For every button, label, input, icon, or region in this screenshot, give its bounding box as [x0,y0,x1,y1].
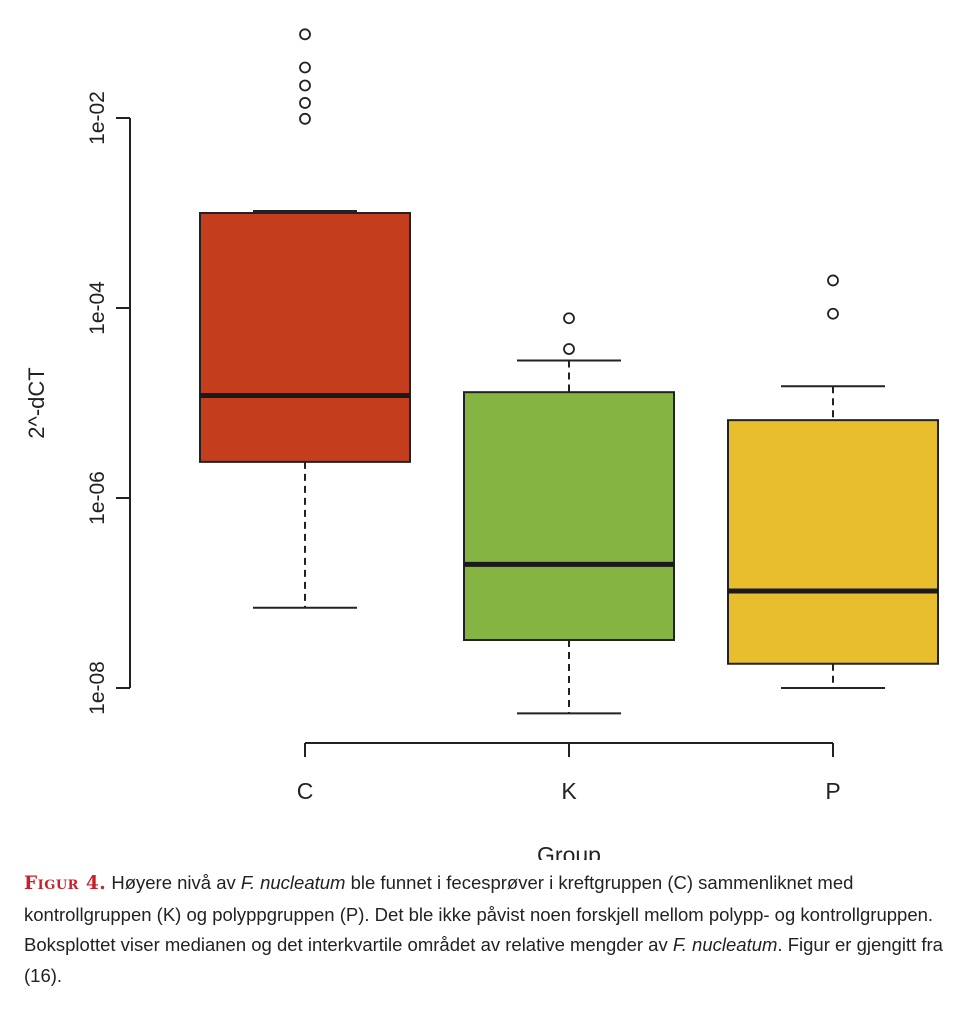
outlier-point-C [299,79,311,92]
outlier-point-P [827,274,839,287]
y-tick-label: 1e-04 [86,281,109,335]
boxplot-chart: 1e-02 1e-04 1e-06 1e-08 2^-dCT C K P Group [24,28,939,860]
x-tick-label: K [561,778,577,804]
outlier-point-C [299,61,311,74]
outlier-point-C [299,28,311,41]
outlier-point-C [299,97,311,109]
figure-caption: Figur 4. Høyere nivå av F. nucleatum ble… [24,872,943,986]
y-tick-label: 1e-08 [86,661,109,715]
outlier-point-P [827,307,839,320]
outlier-point-K [563,343,575,355]
y-tick-label: 1e-06 [86,471,109,525]
y-tick-label: 1e-02 [86,91,109,145]
x-axis-label: Group [537,842,601,860]
box-P [727,419,939,665]
x-tick-label: C [297,778,314,804]
y-axis-label: 2^-dCT [24,367,49,438]
caption-label: Figur 4. [24,873,107,894]
box-K [463,391,675,642]
box-C [199,212,411,463]
x-tick-label: P [825,778,840,804]
outlier-point-C [299,112,311,125]
outlier-point-K [563,312,575,325]
